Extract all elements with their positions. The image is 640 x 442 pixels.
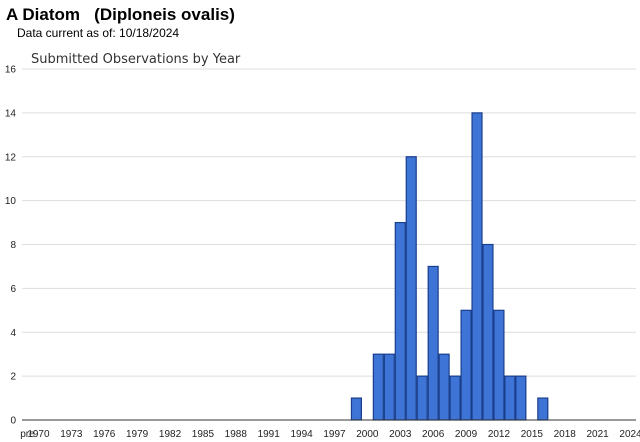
x-tick-label: 2018 — [554, 429, 577, 440]
x-tick-label: 1982 — [159, 429, 182, 440]
bar-2002 — [383, 353, 395, 421]
bar-2011 — [482, 243, 494, 421]
y-tick-label: 8 — [10, 240, 16, 251]
x-tick-label: 2000 — [356, 429, 379, 440]
bar-2014 — [515, 375, 527, 421]
x-tick-label: 1985 — [192, 429, 215, 440]
bar-2010 — [471, 112, 483, 421]
x-tick-label: 2024 — [619, 429, 640, 440]
y-tick-label: 12 — [5, 152, 17, 163]
x-tick-label: 1973 — [60, 429, 83, 440]
bar-2003 — [394, 221, 406, 421]
x-tick-label: 1976 — [93, 429, 116, 440]
x-tick-label: 2006 — [422, 429, 445, 440]
x-tick-label: 2015 — [521, 429, 544, 440]
y-tick-label: 0 — [10, 416, 16, 427]
x-tick-label: 1988 — [225, 429, 248, 440]
y-tick-label: 4 — [10, 328, 16, 339]
bar-2004 — [405, 156, 417, 421]
bar-2001 — [372, 353, 384, 421]
bar-2007 — [438, 353, 450, 421]
x-tick-label: 2003 — [389, 429, 412, 440]
bar-2008 — [449, 375, 461, 421]
y-tick-label: 6 — [10, 284, 16, 295]
y-tick-label: 14 — [5, 108, 17, 119]
bar-2009 — [460, 309, 472, 421]
bar-2005 — [416, 375, 428, 421]
bar-1999 — [350, 397, 362, 421]
chart-title: Submitted Observations by Year — [31, 52, 241, 67]
x-tick-label: 1994 — [290, 429, 313, 440]
y-tick-label: 16 — [5, 65, 17, 76]
y-tick-label: 10 — [5, 196, 17, 207]
bar-2012 — [493, 309, 505, 421]
x-tick-label: 2009 — [455, 429, 478, 440]
bar-2013 — [504, 375, 516, 421]
y-tick-label: 2 — [10, 372, 16, 383]
x-tick-label: 1979 — [126, 429, 149, 440]
x-tick-label: pre — [20, 429, 35, 440]
x-tick-label: 1970 — [27, 429, 50, 440]
bar-2006 — [427, 265, 439, 421]
data-current-date: Data current as of: 10/18/2024 — [17, 26, 180, 40]
x-tick-label: 2021 — [587, 429, 610, 440]
x-tick-label: 1991 — [258, 429, 281, 440]
bar-2016 — [537, 397, 549, 421]
x-tick-label: 2012 — [488, 429, 511, 440]
x-tick-label: 1997 — [323, 429, 346, 440]
species-title: A Diatom (Diploneis ovalis) — [6, 5, 235, 24]
